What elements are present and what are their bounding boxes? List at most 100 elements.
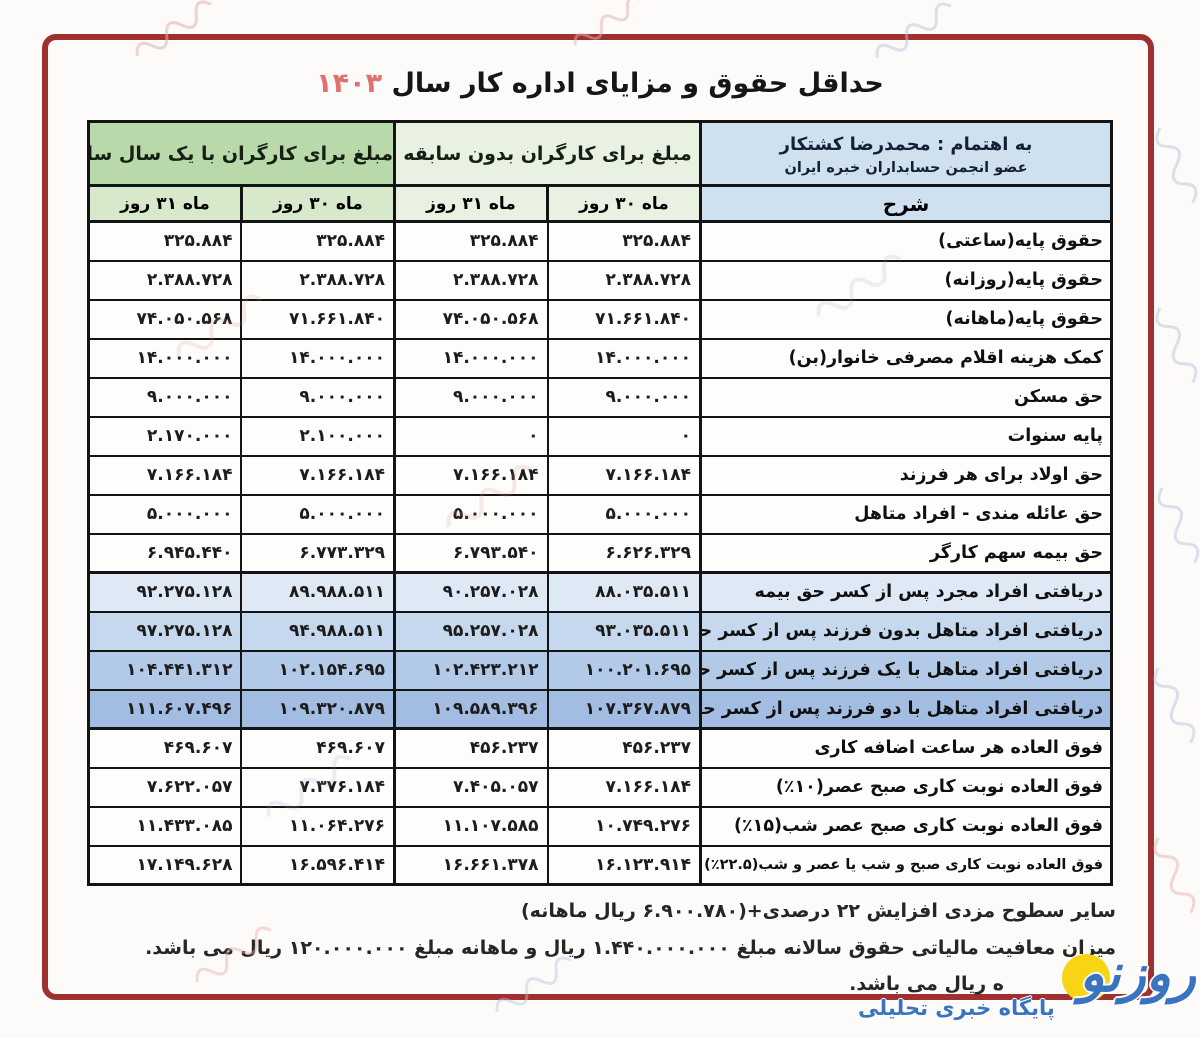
page-title: حداقل حقوق و مزایای اداره کار سال ۱۴۰۳ <box>0 68 1200 99</box>
value-cell: ۱۰۹.۵۸۹.۳۹۶ <box>392 688 549 730</box>
col-31day-one-year: ماه ۳۱ روز <box>86 184 243 223</box>
value-cell: ۹۷.۲۷۵.۱۲۸ <box>87 610 243 652</box>
row-label: حق عائله مندی - افراد متاهل <box>699 493 1113 535</box>
value-cell: ۱۴.۰۰۰.۰۰۰ <box>546 337 702 379</box>
row-label: دریافتی افراد مجرد پس از کسر حق بیمه <box>699 571 1113 613</box>
value-cell: ۳۲۵.۸۸۴ <box>546 220 702 262</box>
value-cell: ۱۰۰.۲۰۱.۶۹۵ <box>546 649 702 691</box>
value-cell: ۷.۳۷۶.۱۸۴ <box>240 766 396 808</box>
value-cell: ۷.۱۶۶.۱۸۴ <box>392 454 549 496</box>
table-row: کمک هزینه اقلام مصرفی خانوار(بن) ۱۴.۰۰۰.۰… <box>87 337 1113 379</box>
table-row: دریافتی افراد متاهل با یک فرزند پس از کس… <box>87 649 1113 691</box>
value-cell: ۰ <box>546 415 702 457</box>
value-cell: ۱۱.۰۶۴.۲۷۶ <box>240 805 396 847</box>
table-body: حقوق پایه(ساعتی) ۳۲۵.۸۸۴ ۳۲۵.۸۸۴ ۳۲۵.۸۸۴ ۳۲۵… <box>87 220 1113 886</box>
table-row: فوق العاده نوبت کاری صبح و شب یا عصر و ش… <box>87 844 1113 886</box>
row-label: حقوق پایه(ساعتی) <box>699 220 1113 262</box>
value-cell: ۴۶۹.۶۰۷ <box>240 727 396 769</box>
value-cell: ۲.۱۷۰.۰۰۰ <box>87 415 243 457</box>
row-label: فوق العاده هر ساعت اضافه کاری <box>699 727 1113 769</box>
value-cell: ۵.۰۰۰.۰۰۰ <box>240 493 396 535</box>
value-cell: ۴۵۶.۲۳۷ <box>392 727 549 769</box>
value-cell: ۷.۱۶۶.۱۸۴ <box>87 454 243 496</box>
value-cell: ۱۷.۱۴۹.۶۲۸ <box>87 844 243 886</box>
salary-table-wrapper: به اهتمام : محمدرضا کشتکار عضو انجمن حسا… <box>86 120 1113 886</box>
credit-line-2: عضو انجمن حسابداران خبره ایران <box>784 159 1028 176</box>
row-label: حقوق پایه(روزانه) <box>699 259 1113 301</box>
value-cell: ۱۶.۱۲۳.۹۱۴ <box>546 844 702 886</box>
value-cell: ۳۲۵.۸۸۴ <box>240 220 396 262</box>
title-text: حداقل حقوق و مزایای اداره کار سال <box>391 68 884 99</box>
group-header-no-experience: مبلغ برای کارگران بدون سابقه <box>392 120 702 187</box>
row-label: دریافتی افراد متاهل بدون فرزند پس از کسر… <box>699 610 1113 652</box>
value-cell: ۱۰۷.۳۶۷.۸۷۹ <box>546 688 702 730</box>
value-cell: ۹۵.۲۵۷.۰۲۸ <box>392 610 549 652</box>
value-cell: ۵.۰۰۰.۰۰۰ <box>546 493 702 535</box>
value-cell: ۱۴.۰۰۰.۰۰۰ <box>392 337 549 379</box>
table-row: دریافتی افراد متاهل با دو فرزند پس از کس… <box>87 688 1113 730</box>
table-row: فوق العاده هر ساعت اضافه کاری ۴۵۶.۲۳۷ ۴۵۶.… <box>87 727 1113 769</box>
table-row: دریافتی افراد متاهل بدون فرزند پس از کسر… <box>87 610 1113 652</box>
value-cell: ۴۵۶.۲۳۷ <box>546 727 702 769</box>
table-row: فوق العاده نوبت کاری صبح عصر(۱۰٪) ۷.۱۶۶.۱… <box>87 766 1113 808</box>
row-label: حقوق پایه(ماهانه) <box>699 298 1113 340</box>
footnote-wage-increase: سایر سطوح مزدی افزایش ۲۲ درصدی+(۶.۹۰۰.۷۸… <box>520 900 1116 922</box>
value-cell: ۷.۶۲۲.۰۵۷ <box>87 766 243 808</box>
table-row: حقوق پایه(ساعتی) ۳۲۵.۸۸۴ ۳۲۵.۸۸۴ ۳۲۵.۸۸۴ ۳۲۵… <box>87 220 1113 262</box>
value-cell: ۴۶۹.۶۰۷ <box>87 727 243 769</box>
value-cell: ۱۱۱.۶۰۷.۴۹۶ <box>87 688 243 730</box>
value-cell: ۶.۹۴۵.۴۴۰ <box>87 532 243 574</box>
value-cell: ۳۲۵.۸۸۴ <box>392 220 549 262</box>
logo-tagline: پایگاه خبری تحلیلی <box>858 996 1055 1020</box>
value-cell: ۸۹.۹۸۸.۵۱۱ <box>240 571 396 613</box>
value-cell: ۲.۱۰۰.۰۰۰ <box>240 415 396 457</box>
col-31day-no-exp: ماه ۳۱ روز <box>392 184 549 223</box>
table-row: حق عائله مندی - افراد متاهل ۵.۰۰۰.۰۰۰ ۵.۰۰… <box>87 493 1113 535</box>
value-cell: ۱۰۹.۳۲۰.۸۷۹ <box>240 688 396 730</box>
value-cell: ۹.۰۰۰.۰۰۰ <box>87 376 243 418</box>
logo-name: روزنو <box>1079 944 1198 1004</box>
value-cell: ۳۲۵.۸۸۴ <box>87 220 243 262</box>
value-cell: ۹۲.۲۷۵.۱۲۸ <box>87 571 243 613</box>
value-cell: ۵.۰۰۰.۰۰۰ <box>392 493 549 535</box>
value-cell: ۰ <box>392 415 549 457</box>
column-header-row: شرح ماه ۳۰ روز ماه ۳۱ روز ماه ۳۰ روز ماه… <box>86 184 1113 223</box>
value-cell: ۲.۳۸۸.۷۲۸ <box>87 259 243 301</box>
logo-yellow-circle-icon <box>1062 954 1110 1002</box>
value-cell: ۱۰۴.۴۴۱.۳۱۲ <box>87 649 243 691</box>
title-year: ۱۴۰۳ <box>316 68 383 99</box>
group-header-one-year: مبلغ برای کارگران با یک سال سابقه <box>86 120 396 187</box>
group-header-row: به اهتمام : محمدرضا کشتکار عضو انجمن حسا… <box>86 120 1113 187</box>
table-row: حق مسکن ۹.۰۰۰.۰۰۰ ۹.۰۰۰.۰۰۰ ۹.۰۰۰.۰۰۰ ۹.۰۰۰.… <box>87 376 1113 418</box>
table-row: حق بیمه سهم کارگر ۶.۶۲۶.۳۲۹ ۶.۷۹۳.۵۴۰ ۶.۷۷۳… <box>87 532 1113 574</box>
value-cell: ۷.۴۰۵.۰۵۷ <box>392 766 549 808</box>
row-label: حق بیمه سهم کارگر <box>699 532 1113 574</box>
row-label: دریافتی افراد متاهل با دو فرزند پس از کس… <box>699 688 1113 730</box>
salary-table: به اهتمام : محمدرضا کشتکار عضو انجمن حسا… <box>86 120 1113 886</box>
rouzno-logo: روزنو پایگاه خبری تحلیلی <box>850 944 1200 1038</box>
footnote-tax-exemption: میزان معافیت مالیاتی حقوق سالانه مبلغ ۱.… <box>145 937 1116 959</box>
table-row: دریافتی افراد مجرد پس از کسر حق بیمه ۸۸.۰… <box>87 571 1113 613</box>
value-cell: ۲.۳۸۸.۷۲۸ <box>546 259 702 301</box>
value-cell: ۹۳.۰۳۵.۵۱۱ <box>546 610 702 652</box>
value-cell: ۵.۰۰۰.۰۰۰ <box>87 493 243 535</box>
row-label: کمک هزینه اقلام مصرفی خانوار(بن) <box>699 337 1113 379</box>
value-cell: ۷۱.۶۶۱.۸۴۰ <box>546 298 702 340</box>
row-label: فوق العاده نوبت کاری صبح عصر(۱۰٪) <box>699 766 1113 808</box>
row-label: دریافتی افراد متاهل با یک فرزند پس از کس… <box>699 649 1113 691</box>
value-cell: ۱۶.۵۹۶.۴۱۴ <box>240 844 396 886</box>
description-header: شرح <box>699 184 1113 223</box>
value-cell: ۷.۱۶۶.۱۸۴ <box>240 454 396 496</box>
value-cell: ۱۱.۴۳۳.۰۸۵ <box>87 805 243 847</box>
row-label: پایه سنوات <box>699 415 1113 457</box>
value-cell: ۱۶.۶۶۱.۳۷۸ <box>392 844 549 886</box>
table-row: حقوق پایه(روزانه) ۲.۳۸۸.۷۲۸ ۲.۳۸۸.۷۲۸ ۲.۳۸۸… <box>87 259 1113 301</box>
row-label: فوق العاده نوبت کاری صبح عصر شب(۱۵٪) <box>699 805 1113 847</box>
col-30day-no-exp: ماه ۳۰ روز <box>546 184 702 223</box>
value-cell: ۷۴.۰۵۰.۵۶۸ <box>87 298 243 340</box>
col-30day-one-year: ماه ۳۰ روز <box>239 184 396 223</box>
value-cell: ۲.۳۸۸.۷۲۸ <box>392 259 549 301</box>
value-cell: ۸۸.۰۳۵.۵۱۱ <box>546 571 702 613</box>
value-cell: ۹.۰۰۰.۰۰۰ <box>240 376 396 418</box>
value-cell: ۱۰.۷۴۹.۲۷۶ <box>546 805 702 847</box>
